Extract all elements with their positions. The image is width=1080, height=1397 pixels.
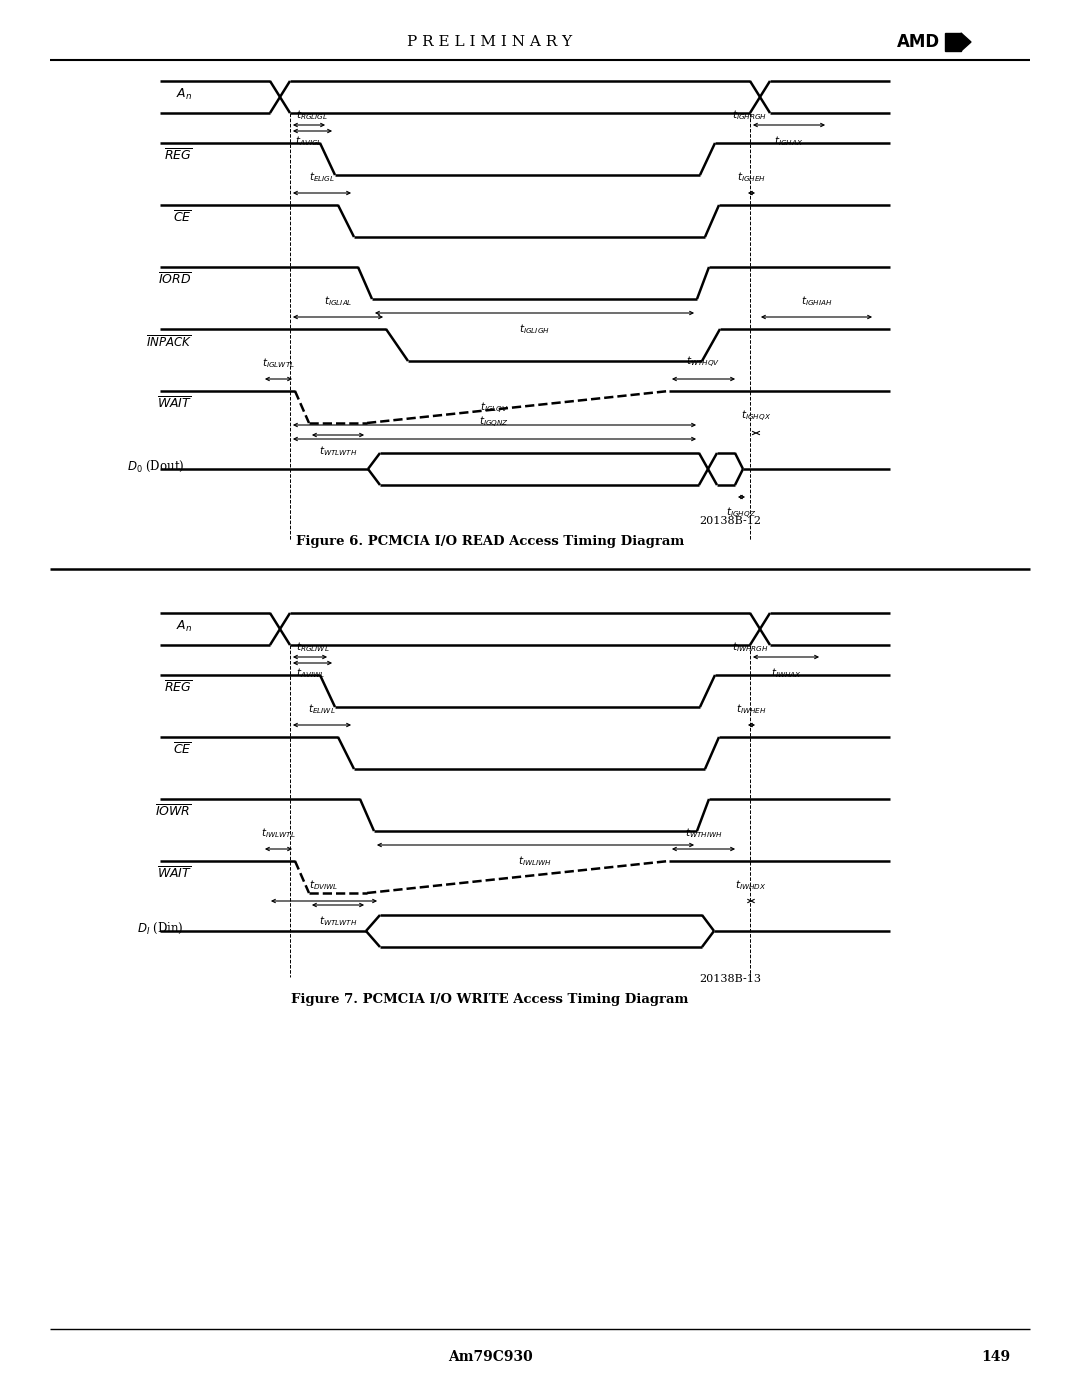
Text: $\overline{CE}$: $\overline{CE}$ xyxy=(174,211,192,226)
Text: $t_{IGHQX}$: $t_{IGHQX}$ xyxy=(741,409,771,425)
Text: $t_{IGLQV}$: $t_{IGLQV}$ xyxy=(480,401,509,416)
Text: $t_{WTHIWH}$: $t_{WTHIWH}$ xyxy=(685,826,723,840)
Text: 20138B-12: 20138B-12 xyxy=(699,515,761,527)
Text: $t_{IWHAX}$: $t_{IWHAX}$ xyxy=(770,666,801,680)
Text: $\overline{IORD}$: $\overline{IORD}$ xyxy=(158,272,192,288)
Text: $D_0$ (Dout): $D_0$ (Dout) xyxy=(126,458,184,474)
Polygon shape xyxy=(961,34,971,52)
Polygon shape xyxy=(945,34,961,52)
Text: 20138B-13: 20138B-13 xyxy=(699,974,761,983)
Text: Figure 6. PCMCIA I/O READ Access Timing Diagram: Figure 6. PCMCIA I/O READ Access Timing … xyxy=(296,535,684,548)
Text: $t_{DVIWL}$: $t_{DVIWL}$ xyxy=(309,879,339,893)
Text: $t_{IWLIWH}$: $t_{IWLIWH}$ xyxy=(518,854,553,868)
Text: $t_{IGLWTL}$: $t_{IGLWTL}$ xyxy=(262,356,295,370)
Text: $\overline{WAIT}$: $\overline{WAIT}$ xyxy=(157,866,192,882)
Text: $t_{ELIGL}$: $t_{ELIGL}$ xyxy=(309,170,335,184)
Text: $t_{IWHEH}$: $t_{IWHEH}$ xyxy=(737,703,767,717)
Text: $t_{IGHEH}$: $t_{IGHEH}$ xyxy=(737,170,766,184)
Text: $t_{IGQNZ}$: $t_{IGQNZ}$ xyxy=(480,415,510,430)
Text: Figure 7. PCMCIA I/O WRITE Access Timing Diagram: Figure 7. PCMCIA I/O WRITE Access Timing… xyxy=(292,992,689,1006)
Text: $t_{ELIWL}$: $t_{ELIWL}$ xyxy=(308,703,336,717)
Text: $t_{IGHIAH}$: $t_{IGHIAH}$ xyxy=(800,295,833,307)
Text: AMD: AMD xyxy=(896,34,940,52)
Text: $A_n$: $A_n$ xyxy=(176,619,192,634)
Text: $t_{WTHQV}$: $t_{WTHQV}$ xyxy=(687,355,720,370)
Text: $t_{IGHQZ}$: $t_{IGHQZ}$ xyxy=(727,506,757,521)
Text: $t_{WTLWTH}$: $t_{WTLWTH}$ xyxy=(319,914,357,928)
Text: $t_{WTLWTH}$: $t_{WTLWTH}$ xyxy=(319,444,357,458)
Text: $t_{IGLIGH}$: $t_{IGLIGH}$ xyxy=(519,321,550,335)
Text: $t_{IGHRGH}$: $t_{IGHRGH}$ xyxy=(732,108,768,122)
Text: $t_{IWHRGH}$: $t_{IWHRGH}$ xyxy=(731,640,768,654)
Text: $\overline{INPACK}$: $\overline{INPACK}$ xyxy=(146,334,192,349)
Text: $t_{IGHAX}$: $t_{IGHAX}$ xyxy=(774,134,804,148)
Text: $t_{RGLIWL}$: $t_{RGLIWL}$ xyxy=(296,640,329,654)
Text: $\overline{CE}$: $\overline{CE}$ xyxy=(174,742,192,757)
Text: $t_{RGLIGL}$: $t_{RGLIGL}$ xyxy=(296,108,328,122)
Text: $t_{IWLWTL}$: $t_{IWLWTL}$ xyxy=(261,826,296,840)
Text: $t_{IGLIAL}$: $t_{IGLIAL}$ xyxy=(324,295,352,307)
Text: $\overline{WAIT}$: $\overline{WAIT}$ xyxy=(157,397,192,412)
Text: $D_I$ (Din): $D_I$ (Din) xyxy=(137,921,184,936)
Text: $t_{AVIGL}$: $t_{AVIGL}$ xyxy=(295,134,323,148)
Text: $\overline{IOWR}$: $\overline{IOWR}$ xyxy=(156,805,192,820)
Text: 149: 149 xyxy=(981,1350,1010,1363)
Text: $\overline{REG}$: $\overline{REG}$ xyxy=(164,680,192,696)
Text: $\overline{REG}$: $\overline{REG}$ xyxy=(164,148,192,163)
Text: $t_{AVIWL}$: $t_{AVIWL}$ xyxy=(296,666,324,680)
Text: P R E L I M I N A R Y: P R E L I M I N A R Y xyxy=(407,35,572,49)
Text: $t_{IWHDX}$: $t_{IWHDX}$ xyxy=(735,879,767,893)
Text: $A_n$: $A_n$ xyxy=(176,87,192,102)
Text: Am79C930: Am79C930 xyxy=(447,1350,532,1363)
